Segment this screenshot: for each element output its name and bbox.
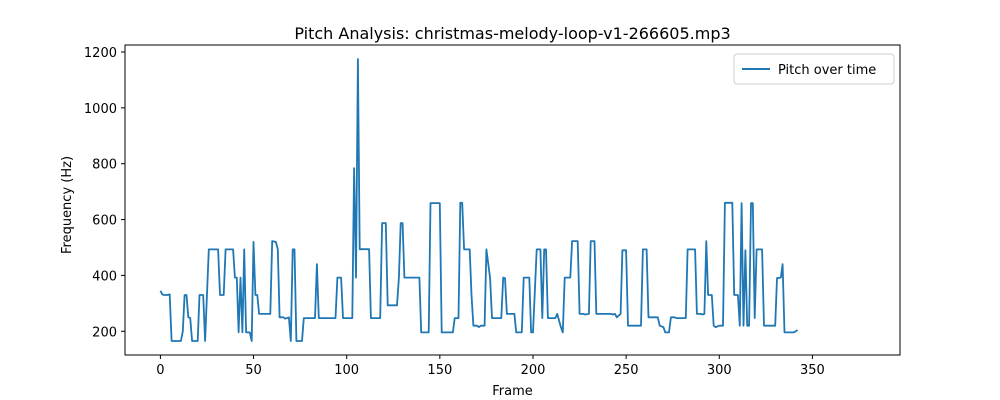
y-tick-label: 800	[92, 158, 117, 173]
legend-frame	[733, 53, 895, 85]
y-axis-ticks: 200 400 600 800 1000 1200	[84, 46, 125, 340]
plot-area	[159, 58, 799, 342]
y-tick-label: 600	[92, 214, 117, 229]
pitch-series-line	[159, 58, 799, 342]
x-tick-label: 100	[334, 363, 359, 378]
x-tick-label: 250	[614, 363, 639, 378]
y-tick-label: 1000	[84, 102, 117, 117]
x-tick-label: 200	[521, 363, 546, 378]
x-tick-label: 50	[245, 363, 262, 378]
x-axis-label: Frame	[492, 384, 533, 399]
x-tick-label: 150	[427, 363, 452, 378]
x-tick-label: 300	[707, 363, 732, 378]
chart-title: Pitch Analysis: christmas-melody-loop-v1…	[294, 24, 730, 43]
legend-label: Pitch over time	[778, 63, 876, 78]
y-tick-label: 400	[92, 269, 117, 284]
y-axis-label: Frequency (Hz)	[60, 156, 75, 254]
x-axis-ticks: 0 50 100 150 200 250 300 350	[156, 355, 825, 378]
y-tick-label: 1200	[84, 46, 117, 61]
legend: Pitch over time	[733, 53, 895, 85]
x-tick-label: 350	[800, 363, 825, 378]
plot-frame	[124, 44, 901, 356]
y-tick-label: 200	[92, 325, 117, 340]
x-tick-label: 0	[156, 363, 164, 378]
